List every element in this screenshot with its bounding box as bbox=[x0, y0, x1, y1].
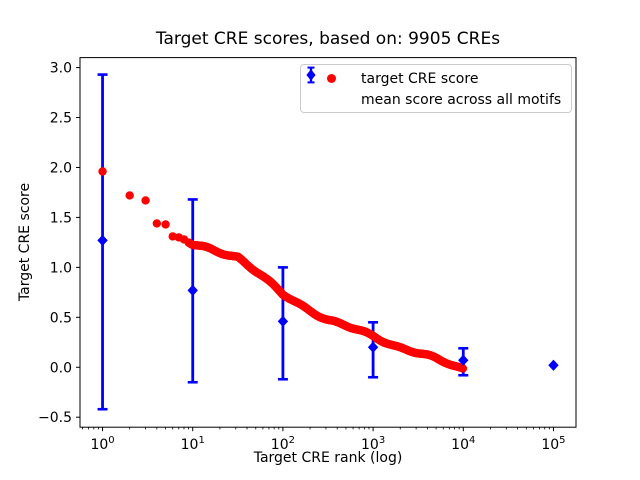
target-score-point bbox=[125, 191, 134, 200]
y-tick-label: 2.5 bbox=[50, 111, 72, 127]
red-dot-icon bbox=[318, 74, 344, 83]
legend-label-target: target CRE score bbox=[361, 70, 479, 87]
legend-entry-target-cre-score: target CRE score bbox=[301, 68, 571, 89]
target-score-point bbox=[98, 167, 107, 176]
y-tick-label: 3.0 bbox=[50, 61, 72, 77]
y-axis-label: Target CRE score bbox=[17, 182, 33, 302]
y-tick-label: 1.5 bbox=[50, 210, 72, 226]
x-axis-label: Target CRE rank (log) bbox=[253, 450, 403, 466]
mean-score-diamond bbox=[277, 315, 289, 327]
y-tick-label: 2.0 bbox=[50, 160, 72, 176]
y-tick-label: 0.0 bbox=[50, 360, 72, 376]
target-score-point bbox=[141, 196, 150, 205]
legend: target CRE score mean score across all m… bbox=[300, 64, 572, 113]
mean-score-diamond bbox=[97, 234, 108, 247]
target-score-point bbox=[152, 219, 162, 228]
y-tick-label: 1.0 bbox=[50, 260, 72, 276]
chart-title: Target CRE scores, based on: 9905 CREs bbox=[155, 29, 501, 49]
mean-score-diamond bbox=[187, 284, 198, 296]
mean-score-diamond bbox=[458, 354, 469, 366]
axes-box bbox=[79, 57, 577, 428]
legend-entry-mean-score: mean score across all motifs bbox=[301, 66, 571, 110]
y-tick-label: −0.5 bbox=[38, 410, 72, 426]
target-score-point bbox=[161, 220, 170, 229]
legend-label-mean: mean score across all motifs bbox=[361, 91, 562, 108]
target-score-point bbox=[458, 364, 468, 373]
mean-score-diamond bbox=[548, 359, 559, 371]
y-tick-label: 0.5 bbox=[50, 310, 72, 326]
mean-score-diamond bbox=[367, 341, 379, 353]
